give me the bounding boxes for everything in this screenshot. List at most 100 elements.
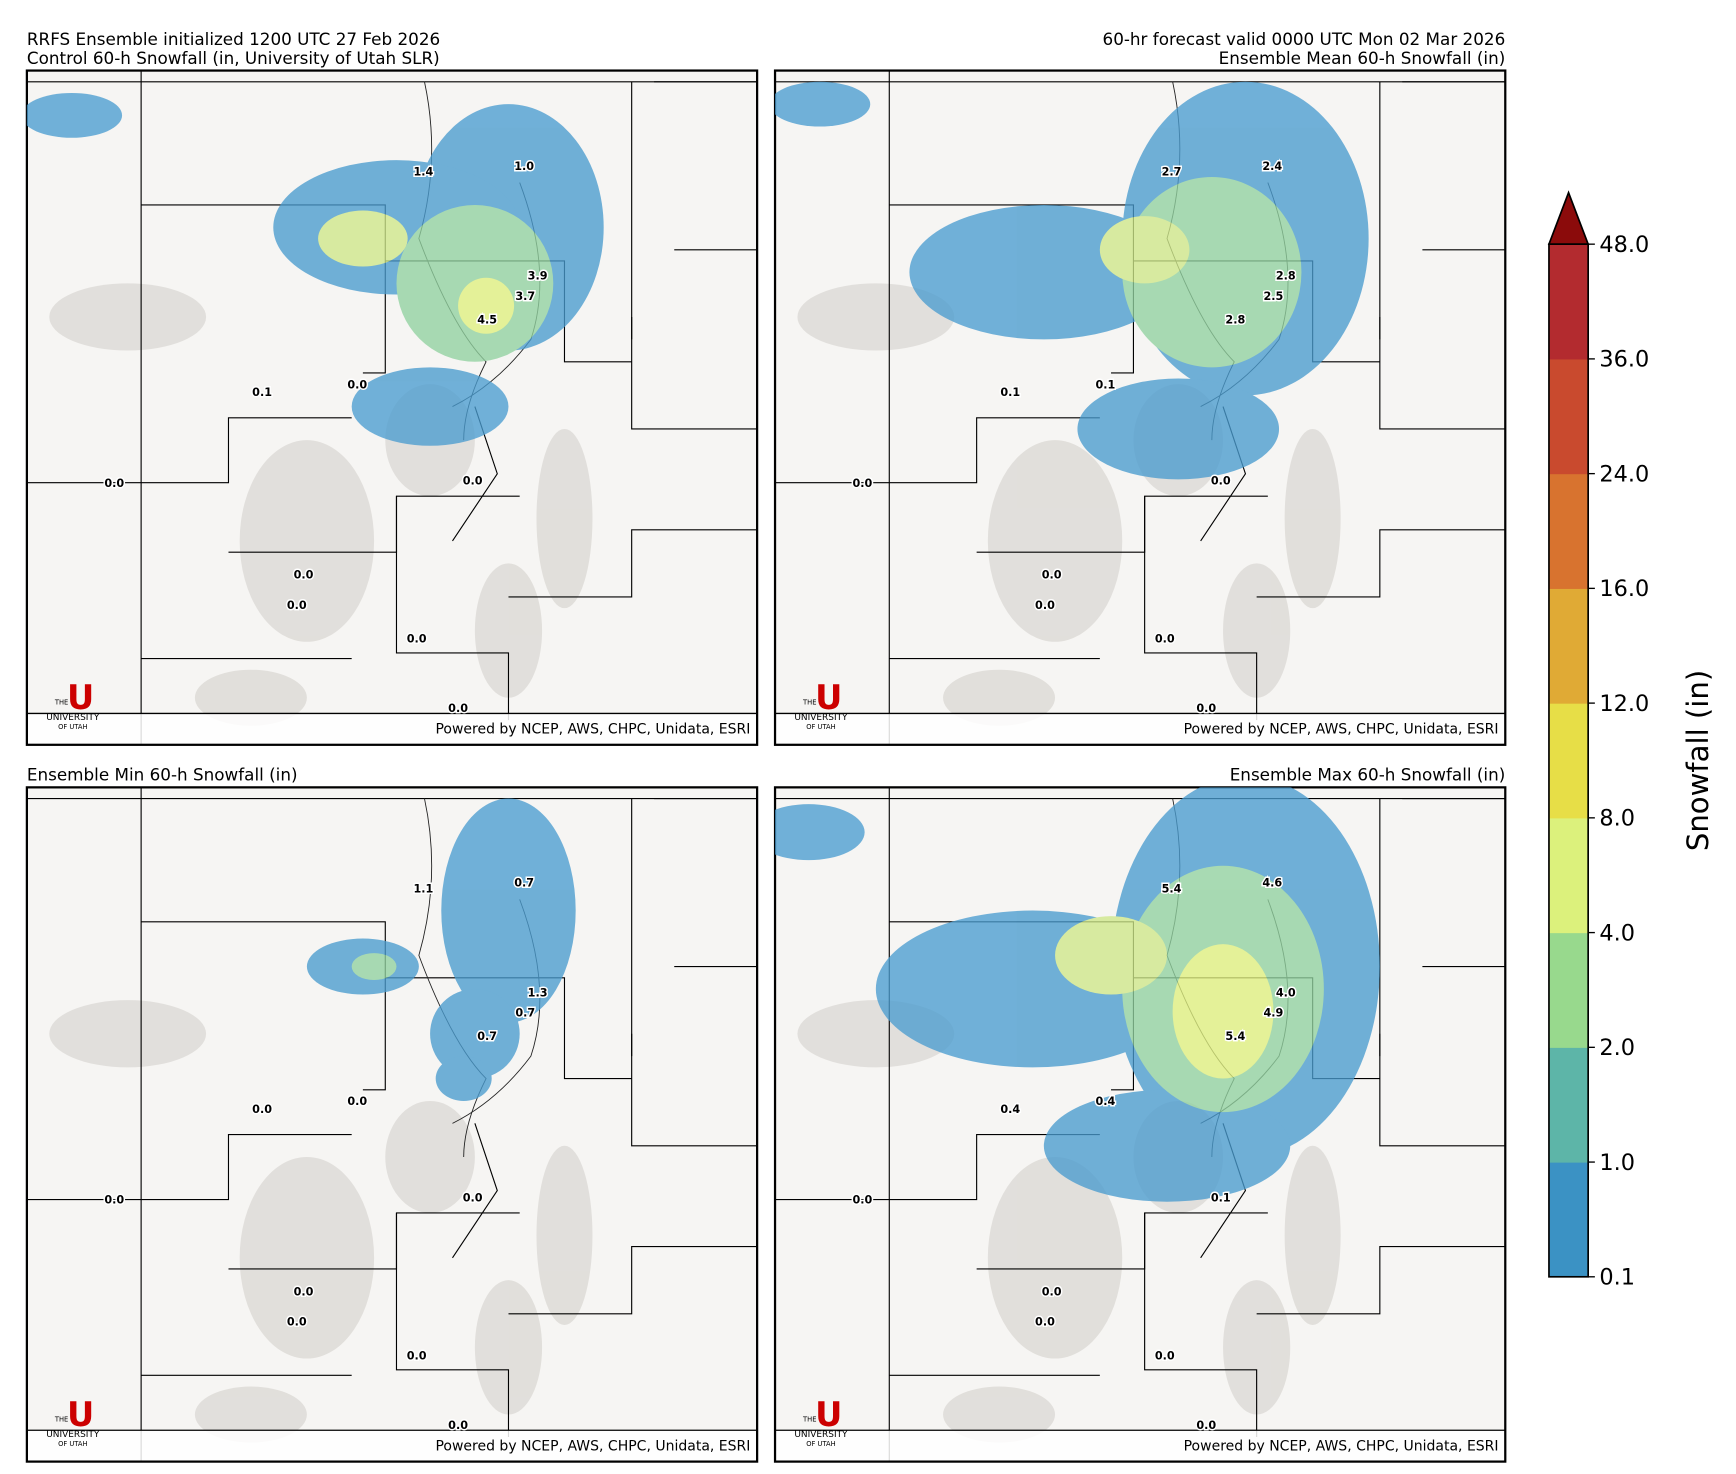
colorbar-tick-label: 24.0: [1599, 461, 1649, 487]
colorbar-segment: [1548, 1047, 1589, 1163]
point-value: 0.0: [347, 1095, 367, 1108]
point-value: 4.5: [477, 313, 497, 326]
point-value: 0.7: [477, 1030, 497, 1043]
logo-text: UNIVERSITY: [794, 713, 848, 723]
colorbar-tick-label: 0.1: [1599, 1265, 1635, 1291]
point-value: 0.0: [852, 477, 872, 490]
colorbar-tick-label: 12.0: [1599, 691, 1649, 717]
logo-mark: U: [67, 678, 94, 717]
point-value: 5.4: [1225, 1030, 1245, 1043]
colorbar-segment: [1548, 703, 1589, 819]
point-value: 0.0: [407, 633, 427, 646]
snowfall-area: [351, 367, 509, 446]
point-value: 0.0: [463, 1191, 483, 1204]
colorbar-frame: [1548, 243, 1590, 1278]
panel-title: Ensemble Mean 60-h Snowfall (in): [1219, 48, 1506, 68]
panel-title: RRFS Ensemble initialized 1200 UTC 27 Fe…: [27, 29, 440, 49]
snowfall-area: [435, 1056, 492, 1101]
point-value: 0.0: [463, 475, 483, 488]
basemap: [25, 786, 759, 1463]
point-value: 3.7: [515, 290, 535, 303]
colorbar-tick-label: 36.0: [1599, 347, 1649, 373]
colorbar-tick-label: 16.0: [1599, 576, 1649, 602]
snowfall-area: [26, 92, 123, 138]
point-value: 0.0: [1042, 569, 1062, 582]
snowfall-area: [1172, 944, 1274, 1079]
colorbar-segment: [1548, 244, 1589, 360]
logo-mark: U: [67, 1395, 94, 1434]
snowfall-area: [1099, 216, 1190, 284]
point-value: 0.0: [294, 569, 314, 582]
snowfall-area: [458, 277, 515, 334]
colorbar-tick-label: 4.0: [1599, 920, 1635, 946]
colorbar-segment: [1548, 932, 1589, 1048]
panel-title: 60-hr forecast valid 0000 UTC Mon 02 Mar…: [1103, 29, 1506, 49]
point-value: 0.0: [252, 1103, 272, 1116]
snowfall-area: [775, 804, 865, 861]
colorbar: 0.1 1.0 2.0 4.0 8.0 12.0 16.0 24.0 36.0 48.0 Snowf…: [1547, 190, 1715, 1291]
point-value: 2.5: [1264, 290, 1284, 303]
point-value: 0.1: [1211, 1191, 1231, 1204]
credit: Powered by NCEP, AWS, CHPC, Unidata, ESR…: [1184, 1438, 1499, 1454]
point-value: 0.0: [1211, 475, 1231, 488]
point-value: 4.9: [1264, 1007, 1284, 1020]
point-value: 4.6: [1262, 877, 1282, 890]
snowfall-area: [775, 81, 871, 127]
snowfall-area: [351, 953, 397, 980]
point-value: 0.0: [104, 1194, 124, 1207]
point-value: 0.0: [1196, 1419, 1216, 1432]
point-value: 0.0: [448, 1419, 468, 1432]
colorbar-segment: [1548, 588, 1589, 704]
logo-text: UNIVERSITY: [46, 1430, 100, 1440]
colorbar-tick-label: 2.0: [1599, 1035, 1635, 1061]
point-value: 0.0: [347, 378, 367, 391]
logo-text: UNIVERSITY: [794, 1430, 848, 1440]
point-value: 0.0: [448, 702, 468, 715]
point-value: 1.0: [514, 160, 534, 173]
map-panel: 1.1 0.7 1.3 0.7 0.7 0.0 0.0 0.0 0.0 0.0 0.0 0.0 0.0 P…: [25, 786, 759, 1463]
colorbar-label: Snowfall (in): [1681, 670, 1715, 851]
point-value: 3.9: [528, 270, 548, 283]
logo-text: THE: [802, 698, 816, 706]
point-value: 0.4: [1000, 1103, 1020, 1116]
colorbar-segment: [1548, 817, 1589, 934]
snowfall-field: [26, 92, 604, 446]
colorbar-tick-label: 48.0: [1599, 232, 1649, 258]
colorbar-segment: [1548, 1162, 1589, 1278]
point-value: 2.7: [1162, 165, 1182, 178]
snowfall-area: [1077, 378, 1280, 480]
point-value: 0.0: [287, 1316, 307, 1329]
snowfall-area: [430, 988, 520, 1079]
panel-title: Control 60-h Snowfall (in, University of…: [27, 48, 440, 68]
point-value: 0.0: [1042, 1285, 1062, 1298]
colorbar-extend: [1547, 190, 1590, 246]
point-value: 0.1: [1096, 378, 1116, 391]
snowfall-field: [775, 81, 1369, 480]
point-value: 0.7: [514, 877, 534, 890]
map-panel: 2.7 2.4 2.8 2.5 2.8 0.1 0.1 0.0 0.0 0.0 0.0 0.0 0.0 P…: [773, 69, 1507, 746]
point-value: 0.0: [852, 1194, 872, 1207]
point-value: 1.3: [528, 986, 548, 999]
logo-text: OF UTAH: [806, 723, 835, 731]
point-value: 0.0: [1035, 599, 1055, 612]
map-panel: 5.4 4.6 4.0 4.9 5.4 0.4 0.4 0.0 0.1 0.0 0.0 0.0 0.0 P…: [773, 786, 1507, 1463]
point-value: 0.0: [287, 599, 307, 612]
map-panel: 1.4 1.0 3.9 3.7 4.5 0.1 0.0 0.0 0.0 0.0 0.0 0.0 0.0 P…: [25, 69, 759, 746]
credit: Powered by NCEP, AWS, CHPC, Unidata, ESR…: [1184, 722, 1499, 738]
point-value: 0.0: [407, 1349, 427, 1362]
point-value: 0.0: [294, 1285, 314, 1298]
point-value: 0.7: [515, 1007, 535, 1020]
logo-mark: U: [815, 1395, 842, 1434]
snowfall-area: [1043, 1089, 1291, 1202]
snowfall-field: [775, 787, 1380, 1202]
point-value: 0.1: [1000, 386, 1020, 399]
point-value: 1.4: [413, 165, 433, 178]
colorbar-segment: [1548, 473, 1589, 589]
point-value: 2.8: [1225, 313, 1245, 326]
logo-text: UNIVERSITY: [46, 713, 100, 723]
logo-text: OF UTAH: [806, 1440, 835, 1448]
logo-mark: U: [815, 678, 842, 717]
point-value: 0.0: [1035, 1316, 1055, 1329]
snowfall-area: [318, 210, 408, 267]
logo-text: THE: [802, 1415, 816, 1423]
